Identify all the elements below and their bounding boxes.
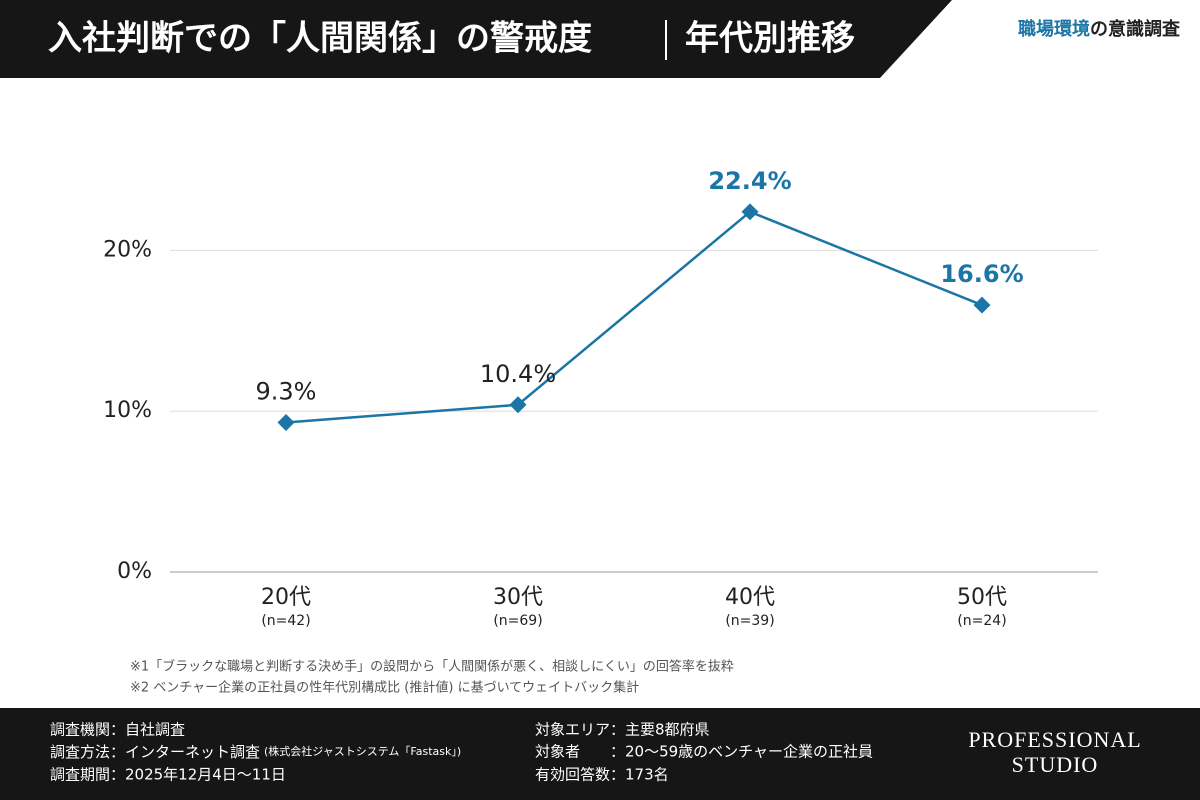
x-tick-note: (n=42) — [261, 613, 310, 629]
note: ※1「ブラックな職場と判断する決め手」の設問から「人間関係が悪く、相談しにくい」… — [130, 659, 734, 675]
subtitle: 年代別推移 — [685, 19, 855, 59]
footer-note: (株式会社ジャストシステム「Fastask」) — [264, 744, 461, 758]
line — [285, 210, 983, 424]
x-tick-note: (n=39) — [725, 613, 774, 629]
badge-highlight: 職場環境 — [1018, 18, 1090, 40]
footer-item: 調査期間：2025年12月4日〜11日 — [50, 766, 286, 784]
value-label: 16.6% — [940, 260, 1023, 288]
y-tick-label: 0% — [117, 559, 152, 584]
value-label: 22.4% — [708, 167, 791, 195]
x-tick-label: 20代 — [261, 585, 311, 610]
value-label: 10.4% — [480, 360, 556, 388]
x-tick-label: 40代 — [725, 585, 775, 610]
x-tick-note: (n=69) — [493, 613, 542, 629]
logo: PROFESSIONAL — [968, 727, 1141, 752]
value-label: 9.3% — [256, 377, 317, 405]
title: 入社判断での「人間関係」の警戒度 — [48, 19, 592, 59]
footer-bar — [0, 708, 1200, 800]
point — [509, 396, 527, 414]
footer-item: 調査方法：インターネット調査 (株式会社ジャストシステム「Fastask」) — [50, 743, 461, 761]
point — [741, 203, 759, 221]
x-tick-note: (n=24) — [957, 613, 1006, 629]
footer-item: 対象エリア：主要8都府県 — [535, 721, 710, 739]
header-bar — [0, 0, 952, 78]
note: ※2 ベンチャー企業の正社員の性年代別構成比 (推計値) に基づいてウェイトバッ… — [130, 680, 639, 696]
footer-item: 有効回答数：173名 — [535, 766, 669, 784]
point — [277, 413, 295, 431]
x-tick-label: 30代 — [493, 585, 543, 610]
footer-item: 対象者 ：20〜59歳のベンチャー企業の正社員 — [535, 743, 873, 761]
badge-rest: の意識調査 — [1090, 18, 1180, 40]
logo: STUDIO — [1012, 752, 1099, 777]
x-tick-label: 50代 — [957, 585, 1007, 610]
point — [973, 296, 991, 314]
badge: 職場環境の意識調査 — [1018, 18, 1180, 40]
footer-item: 調査方法：インターネット調査 — [50, 743, 260, 761]
y-tick-label: 20% — [103, 237, 152, 262]
y-tick-label: 10% — [103, 398, 152, 423]
footer-item: 調査機関：自社調査 — [50, 721, 185, 739]
